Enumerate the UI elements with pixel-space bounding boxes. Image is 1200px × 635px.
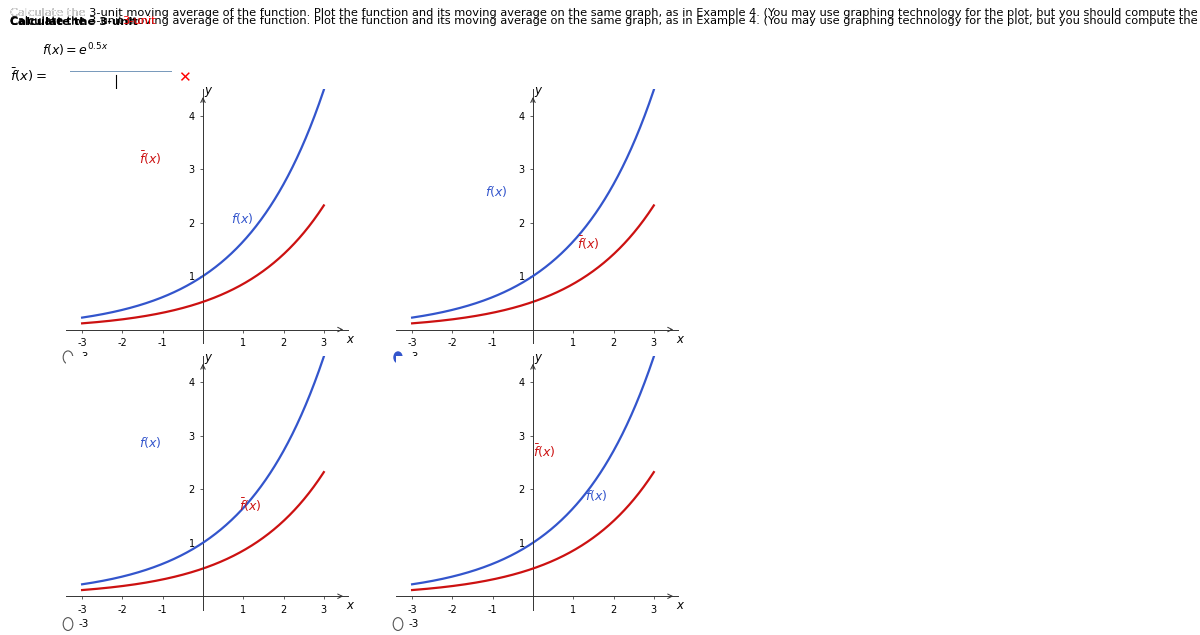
Text: y: y (204, 84, 211, 97)
Circle shape (394, 352, 402, 363)
Text: x: x (676, 333, 683, 345)
Text: x: x (346, 599, 353, 612)
FancyBboxPatch shape (67, 70, 174, 97)
Text: -3: -3 (78, 352, 89, 363)
Text: Calculate the: Calculate the (10, 8, 89, 18)
Text: -3: -3 (78, 619, 89, 629)
Text: $f(x)$: $f(x)$ (232, 211, 253, 225)
Text: $\bar{f}(x)$: $\bar{f}(x)$ (138, 149, 161, 167)
Text: y: y (534, 351, 541, 364)
Text: $f(x)$: $f(x)$ (485, 184, 508, 199)
Text: 3-unit: 3-unit (122, 16, 156, 26)
Text: $\bar{f}(x)$: $\bar{f}(x)$ (533, 443, 556, 460)
Text: y: y (534, 84, 541, 97)
Text: $f(x) = e^{0.5x}$: $f(x) = e^{0.5x}$ (42, 41, 108, 59)
Text: Calculate the 3-unit: Calculate the 3-unit (10, 17, 137, 27)
Text: y: y (204, 351, 211, 364)
Text: Calculate the 3-unit moving average of the function. Plot the function and its m: Calculate the 3-unit moving average of t… (10, 8, 1200, 18)
Text: Calculate the: Calculate the (10, 17, 89, 27)
Text: x: x (346, 333, 353, 345)
Text: ✕: ✕ (178, 70, 191, 85)
Text: -3: -3 (408, 352, 419, 363)
Text: $\bar{f}(x)$: $\bar{f}(x)$ (577, 235, 600, 252)
Text: $f(x)$: $f(x)$ (586, 488, 608, 503)
Text: $f(x)$: $f(x)$ (138, 434, 161, 450)
Text: x: x (676, 599, 683, 612)
Text: Calculate the 3-unit moving average of the function. Plot the function and its m: Calculate the 3-unit moving average of t… (10, 16, 1200, 26)
Text: $\bar{f}(x)=$: $\bar{f}(x)=$ (10, 67, 47, 84)
Text: $\bar{f}(x)$: $\bar{f}(x)$ (239, 496, 262, 514)
Text: -3: -3 (408, 619, 419, 629)
